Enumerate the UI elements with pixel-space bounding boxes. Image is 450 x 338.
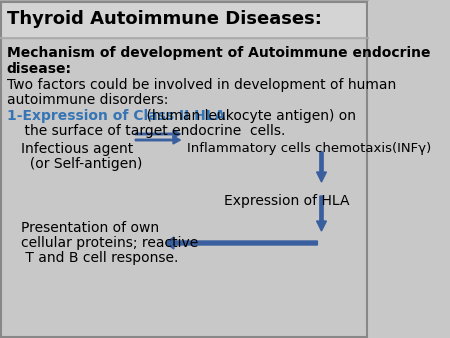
Text: T and B cell response.: T and B cell response. [21, 251, 178, 265]
Text: (or Self-antigen): (or Self-antigen) [21, 157, 142, 171]
Text: (human leukocyte antigen) on: (human leukocyte antigen) on [142, 109, 356, 123]
FancyArrow shape [135, 130, 180, 138]
Text: Thyroid Autoimmune Diseases:: Thyroid Autoimmune Diseases: [7, 10, 321, 28]
Text: 1-Expression of Class II HLA: 1-Expression of Class II HLA [7, 109, 225, 123]
FancyArrow shape [135, 136, 180, 144]
FancyArrow shape [166, 237, 317, 249]
Text: disease:: disease: [7, 62, 72, 76]
Text: Inflammatory cells chemotaxis(INFγ): Inflammatory cells chemotaxis(INFγ) [187, 142, 431, 155]
Text: autoimmune disorders:: autoimmune disorders: [7, 93, 168, 107]
Text: Expression of HLA: Expression of HLA [224, 194, 349, 208]
FancyArrow shape [316, 196, 326, 231]
Text: cellular proteins; reactive: cellular proteins; reactive [21, 236, 198, 250]
FancyArrow shape [316, 152, 326, 182]
Text: Infectious agent: Infectious agent [21, 142, 133, 156]
Text: Mechanism of development of Autoimmune endocrine: Mechanism of development of Autoimmune e… [7, 46, 430, 60]
Text: Presentation of own: Presentation of own [21, 221, 159, 235]
FancyBboxPatch shape [0, 0, 369, 38]
Text: the surface of target endocrine  cells.: the surface of target endocrine cells. [7, 124, 285, 138]
Text: Two factors could be involved in development of human: Two factors could be involved in develop… [7, 78, 396, 92]
